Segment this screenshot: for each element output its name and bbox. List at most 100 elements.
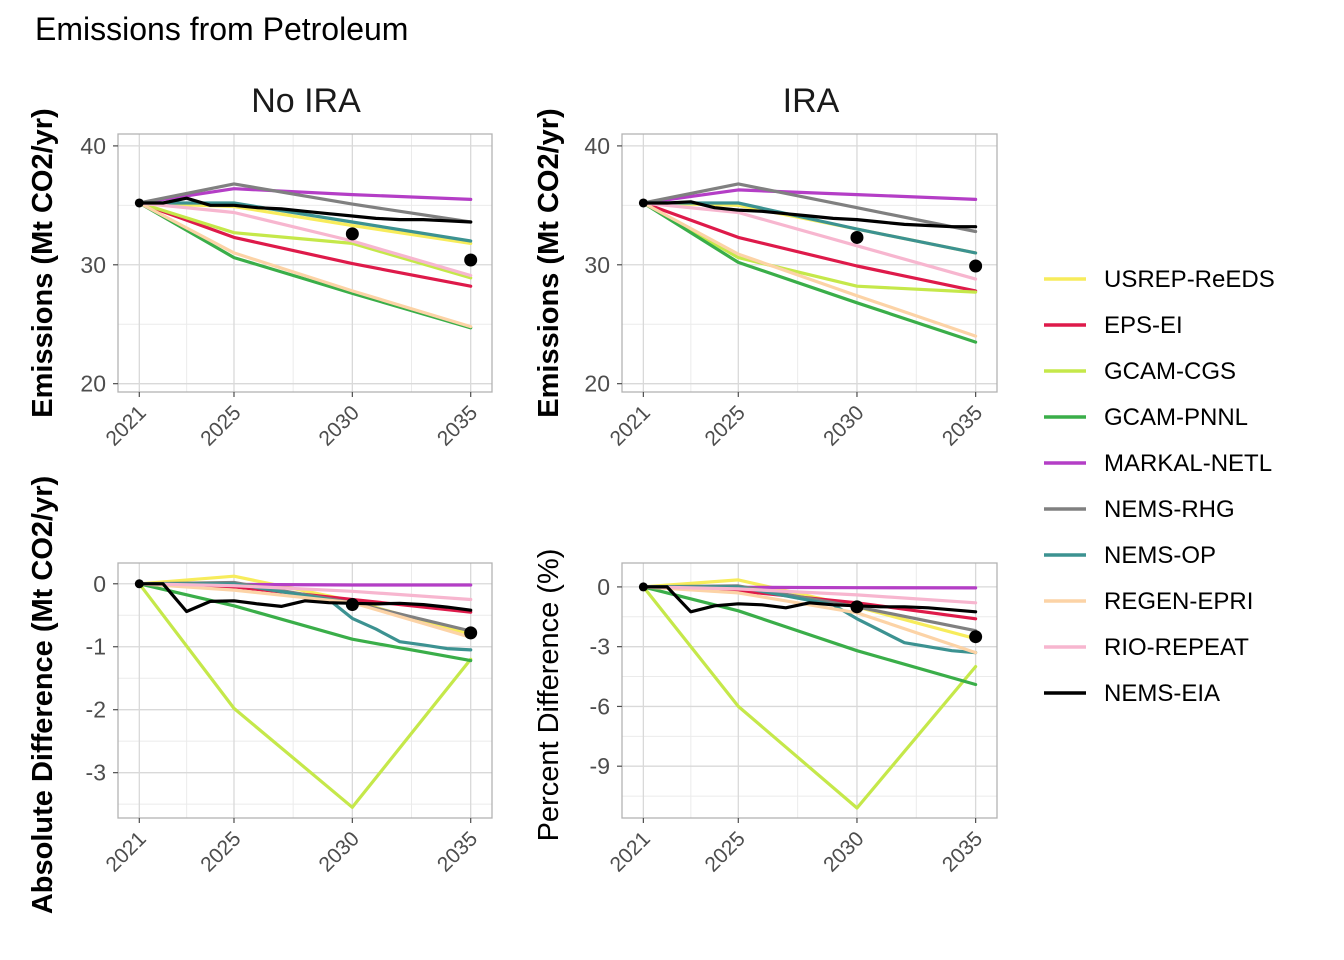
x-tick-label: 2025 — [196, 401, 245, 450]
facet-label-ira: IRA — [783, 82, 840, 120]
data-point — [134, 198, 144, 208]
y-tick-label: -9 — [590, 753, 610, 779]
series-line-regen-epri — [137, 582, 473, 639]
facet-label-no-ira: No IRA — [251, 82, 361, 120]
series-line-nems-eia — [137, 582, 473, 614]
panel-absolute-difference-no-ira: 0 -1 -2 -3 2021 2025 2030 2035 Absolute Differen… — [27, 476, 493, 914]
series-lines — [137, 574, 473, 809]
series-line-gcam-pnnl — [137, 201, 473, 330]
legend: USREP-ReEDS EPS-EI GCAM-CGS GCAM-PNNL MARKAL… — [1044, 266, 1275, 707]
x-tick-label: 2030 — [819, 827, 868, 876]
x-tick-label: 2030 — [315, 401, 364, 450]
x-tick-label: 2035 — [938, 401, 987, 450]
minor-gridlines — [118, 134, 492, 392]
x-tick-label: 2025 — [701, 401, 750, 450]
series-line-gcam-pnnl — [137, 582, 473, 663]
y-tick-label: 30 — [80, 252, 106, 278]
y-tick-label: 20 — [80, 371, 106, 397]
data-point — [464, 626, 478, 640]
y-axis-title: Emissions (Mt CO2/yr) — [27, 108, 59, 417]
x-tick-label: 2021 — [102, 401, 151, 450]
y-tick-label: -2 — [86, 697, 106, 723]
x-tick-label: 2025 — [196, 827, 245, 876]
series-line-rio-repeat — [137, 582, 473, 602]
y-tick-label: 40 — [584, 133, 610, 159]
historic-points — [638, 582, 983, 644]
panel-percent-difference-ira: 0 -3 -6 -9 2021 2025 2030 2035 Percent Differenc… — [533, 549, 998, 877]
historic-points — [134, 198, 478, 267]
legend-item-nems-eia: NEMS-EIA — [1044, 680, 1220, 707]
legend-label: REGEN-EPRI — [1104, 588, 1253, 615]
y-axis-title: Percent Difference (%) — [533, 549, 565, 842]
legend-label: RIO-REPEAT — [1104, 634, 1249, 661]
legend-item-markal-netl: MARKAL-NETL — [1044, 450, 1272, 477]
x-tick-label: 2030 — [315, 827, 364, 876]
data-point — [638, 198, 648, 208]
minor-gridlines — [118, 563, 492, 818]
legend-item-usrep-reeds: USREP-ReEDS — [1044, 266, 1275, 293]
series-line-eps-ei — [137, 201, 473, 288]
y-tick-label: 0 — [93, 571, 106, 597]
x-tick-label: 2025 — [701, 827, 750, 876]
series-lines — [641, 578, 978, 810]
legend-label: EPS-EI — [1104, 312, 1183, 339]
series-line-nems-op — [641, 201, 978, 255]
data-point — [850, 230, 864, 244]
series-line-usrep-reeds — [137, 201, 473, 245]
series-line-gcam-cgs — [137, 582, 473, 809]
series-line-gcam-pnnl — [641, 585, 978, 687]
series-line-rio-repeat — [641, 585, 978, 605]
series-line-gcam-pnnl — [641, 201, 978, 344]
y-axis-title: Absolute Difference (Mt CO2/yr) — [27, 476, 59, 914]
series-lines — [137, 182, 473, 330]
legend-label: NEMS-RHG — [1104, 496, 1235, 523]
y-tick-label: -6 — [590, 693, 610, 719]
series-line-nems-rhg — [641, 182, 978, 234]
data-point — [969, 630, 983, 644]
series-line-nems-rhg — [137, 182, 473, 224]
series-line-nems-eia — [641, 200, 978, 229]
legend-label: USREP-ReEDS — [1104, 266, 1275, 293]
x-tick-label: 2035 — [433, 401, 482, 450]
series-line-regen-epri — [641, 201, 978, 338]
series-line-regen-epri — [137, 201, 473, 329]
legend-label: GCAM-CGS — [1104, 358, 1236, 385]
series-line-usrep-reeds — [641, 201, 978, 255]
x-tick-label: 2021 — [102, 827, 151, 876]
data-point — [134, 579, 144, 589]
x-tick-label: 2035 — [938, 827, 987, 876]
x-tick-label: 2035 — [433, 827, 482, 876]
legend-item-gcam-cgs: GCAM-CGS — [1044, 358, 1236, 385]
y-tick-label: -3 — [590, 634, 610, 660]
panel-border — [621, 562, 998, 819]
series-line-rio-repeat — [137, 201, 473, 278]
data-point — [638, 582, 648, 592]
series-lines — [641, 182, 978, 344]
data-point — [345, 227, 359, 241]
data-point — [345, 598, 359, 612]
series-line-gcam-cgs — [137, 201, 473, 280]
historic-points — [134, 579, 478, 640]
data-point — [464, 253, 478, 267]
series-line-gcam-cgs — [641, 585, 978, 810]
legend-item-regen-epri: REGEN-EPRI — [1044, 588, 1253, 615]
series-line-nems-eia — [641, 585, 978, 614]
legend-label: GCAM-PNNL — [1104, 404, 1248, 431]
x-tick-label: 2021 — [606, 827, 655, 876]
legend-label: NEMS-EIA — [1104, 680, 1220, 707]
x-tick-label: 2021 — [606, 401, 655, 450]
legend-item-gcam-pnnl: GCAM-PNNL — [1044, 404, 1248, 431]
facet-labels: No IRA IRA — [251, 82, 839, 120]
y-tick-label: 0 — [597, 574, 610, 600]
y-axis-title: Emissions (Mt CO2/yr) — [533, 108, 565, 417]
major-gridlines — [622, 134, 997, 392]
y-tick-label: 30 — [584, 252, 610, 278]
historic-points — [638, 198, 983, 273]
chart-title: Emissions from Petroleum — [35, 11, 408, 47]
series-line-nems-op — [641, 585, 978, 655]
data-point — [969, 259, 983, 273]
legend-item-rio-repeat: RIO-REPEAT — [1044, 634, 1249, 661]
